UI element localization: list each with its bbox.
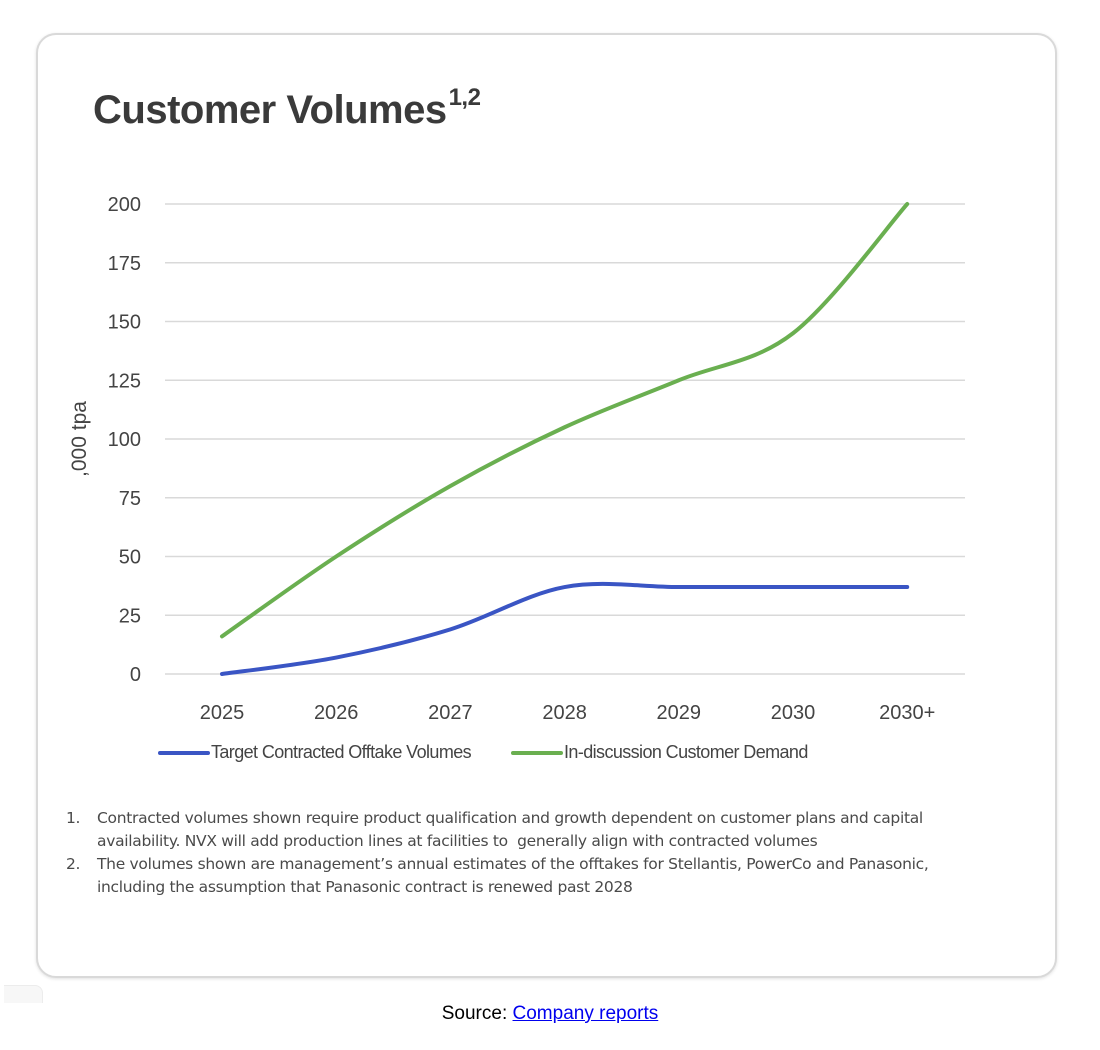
- legend-item-target-contracted[interactable]: Target Contracted Offtake Volumes: [158, 742, 472, 763]
- series-line-in-discussion: [220, 202, 910, 639]
- x-tick-label: 2026: [314, 702, 359, 724]
- footnote-1: 1. Contracted volumes shown require prod…: [66, 807, 996, 853]
- legend: Target Contracted Offtake Volumes In-dis…: [158, 742, 808, 763]
- y-tick-label: 125: [108, 370, 141, 392]
- x-tick-label: 2029: [657, 702, 702, 724]
- chart-title-text: Customer Volumes: [93, 88, 447, 132]
- y-tick-label: 100: [108, 429, 141, 451]
- legend-item-in-discussion[interactable]: In-discussion Customer Demand: [511, 742, 808, 763]
- footnote-number: 2.: [66, 855, 81, 873]
- y-tick-label: 50: [119, 547, 141, 569]
- y-tick-label: 200: [108, 194, 141, 216]
- x-tick-label: 2030+: [879, 702, 935, 724]
- title-footnote-refs: 1,2: [448, 84, 481, 111]
- x-tick-label: 2030: [771, 702, 816, 724]
- x-tick-label: 2027: [428, 702, 473, 724]
- legend-swatch-blue: [158, 750, 210, 755]
- x-axis-ticks: 2025 2026 2027 2028 2029 2030 2030+: [200, 702, 936, 724]
- series-line-target-contracted: [220, 581, 910, 676]
- y-tick-label: 0: [130, 664, 141, 686]
- y-axis-label: ,000 tpa: [68, 401, 91, 477]
- y-axis-ticks: 0 25 50 75 100 125 150 175 200: [108, 194, 141, 686]
- footnote-text: The volumes shown are management’s annua…: [97, 855, 934, 896]
- footnote-text: Contracted volumes shown require product…: [97, 809, 928, 850]
- partial-panel-edge: [4, 985, 43, 1003]
- legend-swatch-green: [511, 750, 564, 755]
- footnote-2: 2. The volumes shown are management’s an…: [66, 853, 996, 899]
- y-tick-label: 75: [119, 488, 141, 510]
- series-lines: [220, 202, 910, 676]
- gridlines: [165, 203, 965, 675]
- footnote-number: 1.: [66, 809, 81, 827]
- legend-label: Target Contracted Offtake Volumes: [211, 742, 472, 762]
- y-tick-label: 150: [108, 312, 141, 334]
- x-tick-label: 2025: [200, 702, 245, 724]
- x-tick-label: 2028: [542, 702, 587, 724]
- y-tick-label: 25: [119, 605, 141, 627]
- footnotes: 1. Contracted volumes shown require prod…: [66, 807, 996, 899]
- chart-card: [36, 33, 1057, 978]
- chart-title: Customer Volumes1,2: [93, 84, 481, 133]
- source-prefix: Source:: [441, 1003, 513, 1024]
- source-line: Source: Company reports: [0, 1003, 1100, 1025]
- y-tick-label: 175: [108, 253, 141, 275]
- legend-label: In-discussion Customer Demand: [564, 742, 808, 762]
- source-link[interactable]: Company reports: [512, 1003, 659, 1024]
